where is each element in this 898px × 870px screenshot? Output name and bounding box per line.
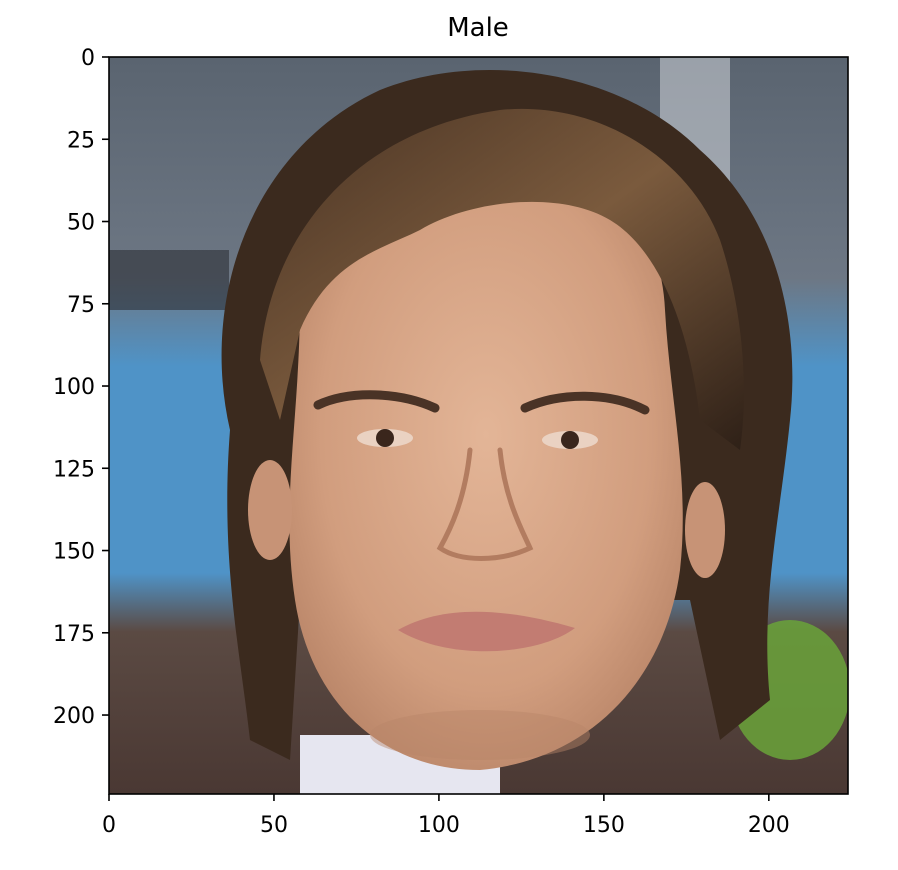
y-tick-label: 100 (53, 375, 95, 400)
y-tick-label: 75 (67, 293, 95, 318)
x-tick-label: 150 (583, 813, 625, 838)
x-axis: 0 50 100 150 200 (102, 794, 790, 838)
left-ear (248, 460, 292, 560)
x-tick-label: 0 (102, 813, 116, 838)
axes-frame (108, 56, 849, 795)
background-dark-panel (109, 250, 229, 310)
x-tick-label: 200 (748, 813, 790, 838)
left-eyebrow (313, 390, 440, 413)
y-tick-label: 0 (81, 46, 95, 71)
y-tick-label: 125 (53, 457, 95, 482)
face (289, 160, 683, 770)
x-tick-label: 100 (418, 813, 460, 838)
right-ear (685, 482, 725, 578)
portrait-photo (109, 57, 848, 794)
y-tick-label: 200 (53, 704, 95, 729)
y-tick-label: 25 (67, 128, 95, 153)
right-iris (561, 431, 579, 449)
y-tick-label: 150 (53, 540, 95, 565)
y-tick-label: 175 (53, 622, 95, 647)
hair-fringe (260, 108, 744, 451)
x-tick-label: 50 (260, 813, 288, 838)
lips (398, 611, 575, 652)
nose (436, 447, 534, 561)
right-eyebrow (520, 391, 650, 415)
chin-shadow (370, 710, 590, 760)
left-iris (376, 429, 394, 447)
chart-title: Male (447, 13, 509, 43)
y-tick-label: 50 (67, 211, 95, 236)
y-axis: 0 25 50 75 100 125 150 175 200 (53, 46, 109, 729)
